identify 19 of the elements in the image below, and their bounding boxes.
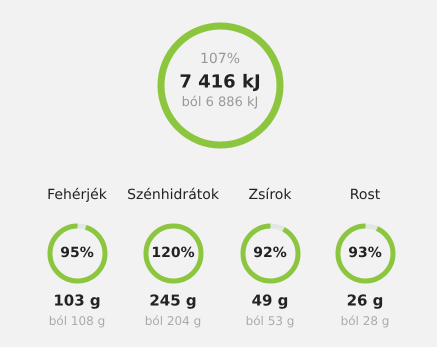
data-label: 93%	[348, 245, 382, 261]
data-label: 95%	[60, 245, 94, 261]
text: 103 g	[53, 292, 101, 310]
data-label: 92%	[253, 245, 287, 261]
text: 26 g	[346, 292, 384, 310]
text: Zsírok	[248, 187, 292, 203]
text: Fehérjék	[47, 187, 108, 203]
text: Rost	[350, 187, 381, 203]
text: 7 416 kJ	[179, 72, 261, 92]
text: 245 g	[149, 292, 197, 310]
text: ból 28 g	[340, 314, 390, 328]
text: 49 g	[252, 292, 288, 310]
text: ból 53 g	[246, 314, 294, 328]
data-label: 107%	[200, 51, 240, 67]
text: ból 204 g	[144, 314, 202, 328]
text: ból 108 g	[48, 314, 106, 328]
text: Szénhidrátok	[127, 187, 220, 203]
data-label: 120%	[151, 245, 195, 261]
text: ból 6 886 kJ	[182, 95, 258, 110]
